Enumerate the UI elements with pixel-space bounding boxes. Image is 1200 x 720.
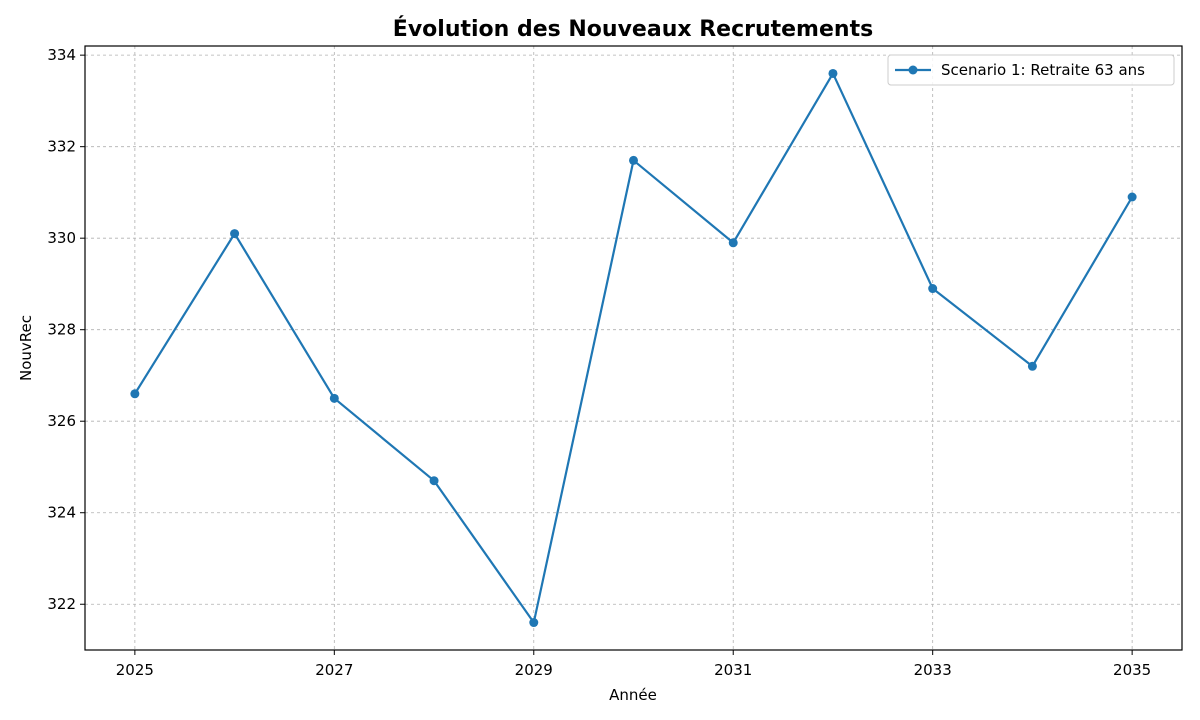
grid-lines [85,46,1182,650]
legend: Scenario 1: Retraite 63 ans [887,54,1175,86]
series-layer [130,68,1137,628]
x-tick-label: 2033 [914,661,952,679]
y-tick-label: 326 [47,412,76,430]
data-point [130,389,140,399]
data-point [1027,361,1037,371]
y-tick-label: 330 [47,229,76,247]
plot-frame [84,45,1183,651]
x-axis-label: Année [609,686,657,704]
data-point [230,229,240,239]
x-tick-label: 2029 [515,661,553,679]
data-point [828,68,838,78]
chart-title: Évolution des Nouveaux Recrutements [393,16,873,42]
y-tick-label: 324 [47,504,76,522]
legend-series-label: Scenario 1: Retraite 63 ans [941,61,1145,79]
y-tick-label: 334 [47,46,76,64]
y-tick-label: 322 [47,595,76,613]
legend-box [887,54,1175,86]
series-line [133,72,1134,624]
data-point [329,393,339,403]
x-tick-label: 2025 [116,661,154,679]
x-axis-ticks: 2025 2027 2029 2031 2033 2035 [116,650,1151,679]
data-point [529,618,539,628]
y-tick-label: 332 [47,138,76,156]
y-axis-ticks: 322 324 326 328 330 332 334 [47,46,85,613]
x-tick-label: 2031 [714,661,752,679]
data-point [728,238,738,248]
data-point [928,284,938,294]
legend-dot-marker [908,65,918,75]
x-tick-label: 2027 [315,661,353,679]
y-tick-label: 328 [47,321,76,339]
data-point [429,476,439,486]
x-tick-label: 2035 [1113,661,1151,679]
data-point [1127,192,1137,202]
y-axis-label: NouvRec [17,315,35,381]
data-point [629,155,638,165]
